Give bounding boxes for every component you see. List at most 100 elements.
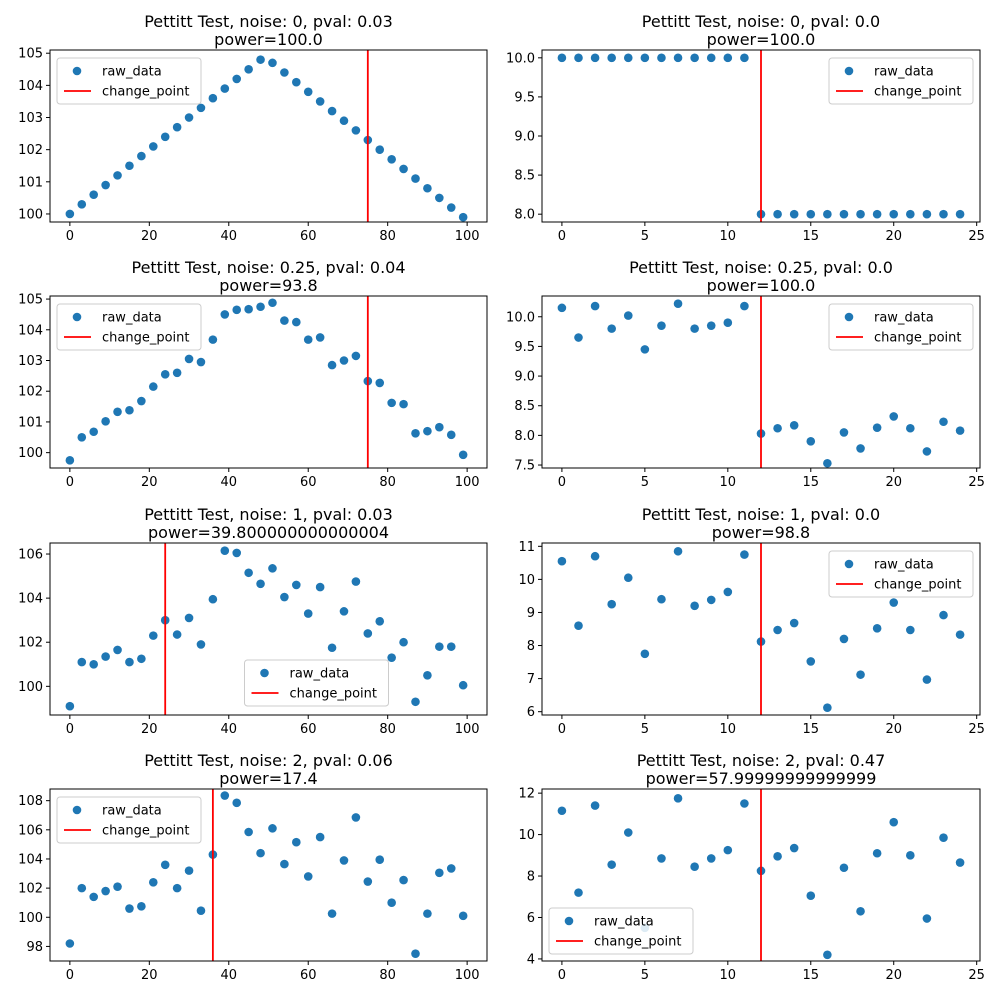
data-point <box>256 55 265 64</box>
legend-marker-icon <box>260 668 269 678</box>
data-point <box>706 595 716 605</box>
data-point <box>673 53 683 63</box>
subplot-2: Pettitt Test, noise: 0, pval: 0.0power=1… <box>506 12 985 244</box>
subplot-title: Pettitt Test, noise: 0, pval: 0.03 <box>144 12 393 31</box>
data-point <box>184 866 194 875</box>
x-tick-label: 20 <box>141 722 158 737</box>
legend: raw_data change_point <box>828 550 974 598</box>
data-point <box>137 396 146 406</box>
x-tick-label: 25 <box>968 475 985 490</box>
subplot-title: Pettitt Test, noise: 1, pval: 0.0 <box>642 505 880 524</box>
data-point <box>77 657 87 667</box>
data-point <box>411 697 420 707</box>
subplot-subtitle: power=57.99999999999999 <box>646 769 877 788</box>
data-point <box>292 317 301 327</box>
scatter-series-raw-data <box>557 546 965 713</box>
data-point <box>740 301 749 311</box>
data-point <box>327 106 337 116</box>
data-point <box>690 862 699 872</box>
y-tick-label: 10.0 <box>506 51 535 66</box>
data-point <box>922 675 932 684</box>
data-point <box>208 335 218 344</box>
data-point <box>148 877 158 887</box>
data-point <box>806 657 816 666</box>
data-point <box>375 145 385 154</box>
x-tick-label: 15 <box>802 968 819 983</box>
data-point <box>268 824 277 833</box>
subplot-3: Pettitt Test, noise: 0.25, pval: 0.04pow… <box>18 258 488 490</box>
data-point <box>723 318 733 327</box>
y-tick-label: 102 <box>18 882 43 897</box>
subplot-title: Pettitt Test, noise: 0, pval: 0.0 <box>642 12 880 31</box>
x-tick-label: 15 <box>802 229 819 244</box>
data-point <box>292 580 301 590</box>
data-point <box>256 302 265 312</box>
data-point <box>196 906 206 916</box>
data-point <box>160 860 170 870</box>
legend-label: raw_data <box>874 558 934 573</box>
y-tick-label: 4 <box>527 952 535 967</box>
x-tick-label: 20 <box>885 229 902 244</box>
data-point <box>623 573 633 583</box>
data-point <box>399 399 408 409</box>
legend-label: raw_data <box>102 311 162 326</box>
x-tick-label: 80 <box>379 475 396 490</box>
x-tick-label: 0 <box>66 968 74 983</box>
x-tick-label: 20 <box>141 968 158 983</box>
axes-frame <box>49 788 488 962</box>
data-point <box>789 618 799 628</box>
data-point <box>244 64 253 74</box>
subplot-subtitle: power=100.0 <box>707 276 816 295</box>
y-tick-label: 102 <box>18 143 43 158</box>
y-tick-label: 8.5 <box>514 399 535 414</box>
data-point <box>706 321 716 330</box>
legend-label: change_point <box>290 687 378 702</box>
data-point <box>657 854 666 863</box>
data-point <box>872 848 882 858</box>
data-point <box>208 594 218 604</box>
data-point <box>387 155 396 164</box>
y-tick-label: 8.0 <box>514 429 535 444</box>
y-tick-label: 104 <box>18 852 43 867</box>
scatter-series-raw-data <box>65 791 468 959</box>
data-point <box>823 209 832 219</box>
y-tick-label: 102 <box>18 636 43 651</box>
data-point <box>446 642 456 651</box>
data-point <box>208 93 218 103</box>
y-tick-label: 105 <box>18 293 43 308</box>
x-tick-label: 100 <box>455 722 480 737</box>
y-tick-label: 101 <box>18 415 43 430</box>
x-tick-label: 0 <box>66 229 74 244</box>
legend-label: change_point <box>102 85 190 100</box>
x-tick-label: 10 <box>720 229 737 244</box>
data-point <box>906 209 915 219</box>
data-point <box>673 794 683 803</box>
x-tick-label: 20 <box>141 475 158 490</box>
legend-box <box>56 303 202 351</box>
data-point <box>125 904 134 913</box>
data-point <box>399 164 408 174</box>
x-tick-label: 0 <box>66 475 74 490</box>
subplot-6: Pettitt Test, noise: 1, pval: 0.0power=9… <box>518 505 985 737</box>
data-point <box>327 643 337 653</box>
data-point <box>220 310 230 319</box>
axes-frame <box>541 542 981 716</box>
data-point <box>423 183 432 193</box>
data-point <box>172 122 182 132</box>
y-tick-label: 6 <box>527 705 535 720</box>
x-tick-label: 5 <box>641 475 649 490</box>
legend: raw_data change_point <box>56 57 202 105</box>
y-tick-label: 9.5 <box>514 340 535 355</box>
data-point <box>839 209 849 219</box>
axes-frame <box>541 788 981 962</box>
data-point <box>458 212 468 222</box>
data-point <box>623 828 633 837</box>
x-tick-label: 20 <box>141 229 158 244</box>
y-tick-label: 10.0 <box>506 310 535 325</box>
data-point <box>906 851 915 860</box>
y-tick-label: 10 <box>518 828 535 843</box>
data-point <box>351 577 361 586</box>
data-point <box>315 97 325 106</box>
legend-box <box>828 303 974 351</box>
legend-marker-icon <box>844 312 854 322</box>
